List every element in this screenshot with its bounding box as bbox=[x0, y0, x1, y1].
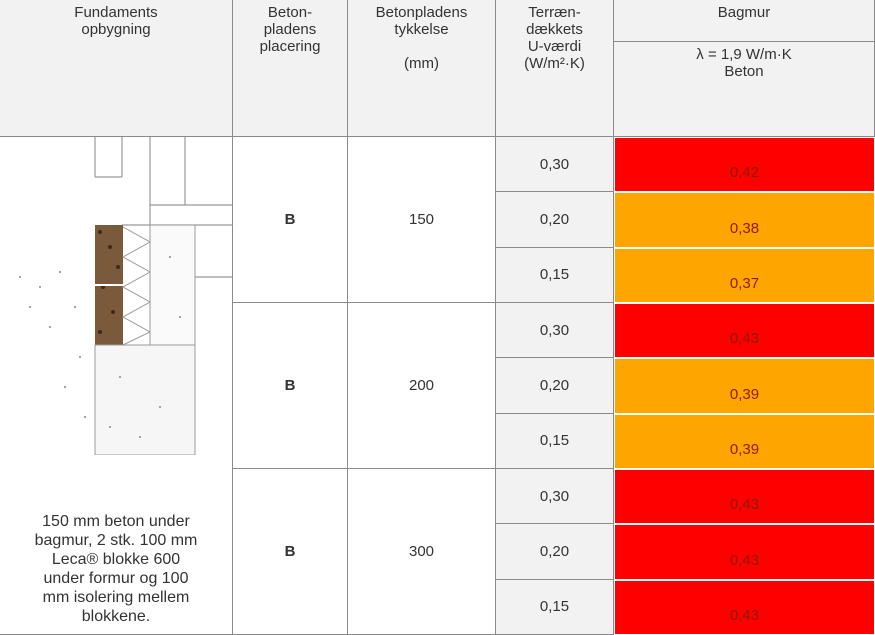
u-value: 0,15 bbox=[496, 247, 614, 303]
thickness: 300 bbox=[348, 469, 496, 635]
result-value: 0,37 bbox=[614, 247, 875, 303]
u-value: 0,15 bbox=[496, 579, 614, 635]
header-cell: Bagmur bbox=[614, 0, 875, 42]
result-value: 0,38 bbox=[614, 192, 875, 248]
result-value: 0,43 bbox=[614, 579, 875, 635]
result-value: 0,43 bbox=[614, 303, 875, 359]
u-value: 0,20 bbox=[496, 524, 614, 580]
result-value: 0,43 bbox=[614, 469, 875, 525]
u-value: 0,20 bbox=[496, 192, 614, 248]
u-value: 0,20 bbox=[496, 358, 614, 414]
u-value: 0,30 bbox=[496, 137, 614, 193]
result-value: 0,42 bbox=[614, 137, 875, 193]
placement: B bbox=[233, 469, 348, 635]
thickness: 150 bbox=[348, 137, 496, 303]
result-value: 0,43 bbox=[614, 524, 875, 580]
thickness: 200 bbox=[348, 303, 496, 469]
result-value: 0,39 bbox=[614, 413, 875, 469]
header-cell: λ = 1,9 W/m·K Beton bbox=[614, 42, 875, 137]
header-cell: Terræn- dækkets U-værdi (W/m²·K) bbox=[496, 0, 614, 137]
header-cell: Beton- pladens placering bbox=[233, 0, 348, 137]
placement: B bbox=[233, 137, 348, 303]
header-cell: Fundaments opbygning bbox=[0, 0, 233, 137]
header-cell: Betonpladens tykkelse (mm) bbox=[348, 0, 496, 137]
foundation-drawing bbox=[19, 137, 233, 455]
u-value: 0,30 bbox=[496, 469, 614, 525]
placement: B bbox=[233, 303, 348, 469]
caption: 150 mm beton under bagmur, 2 stk. 100 mm… bbox=[0, 137, 233, 635]
u-value: 0,30 bbox=[496, 303, 614, 359]
result-value: 0,39 bbox=[614, 358, 875, 414]
u-value: 0,15 bbox=[496, 413, 614, 469]
